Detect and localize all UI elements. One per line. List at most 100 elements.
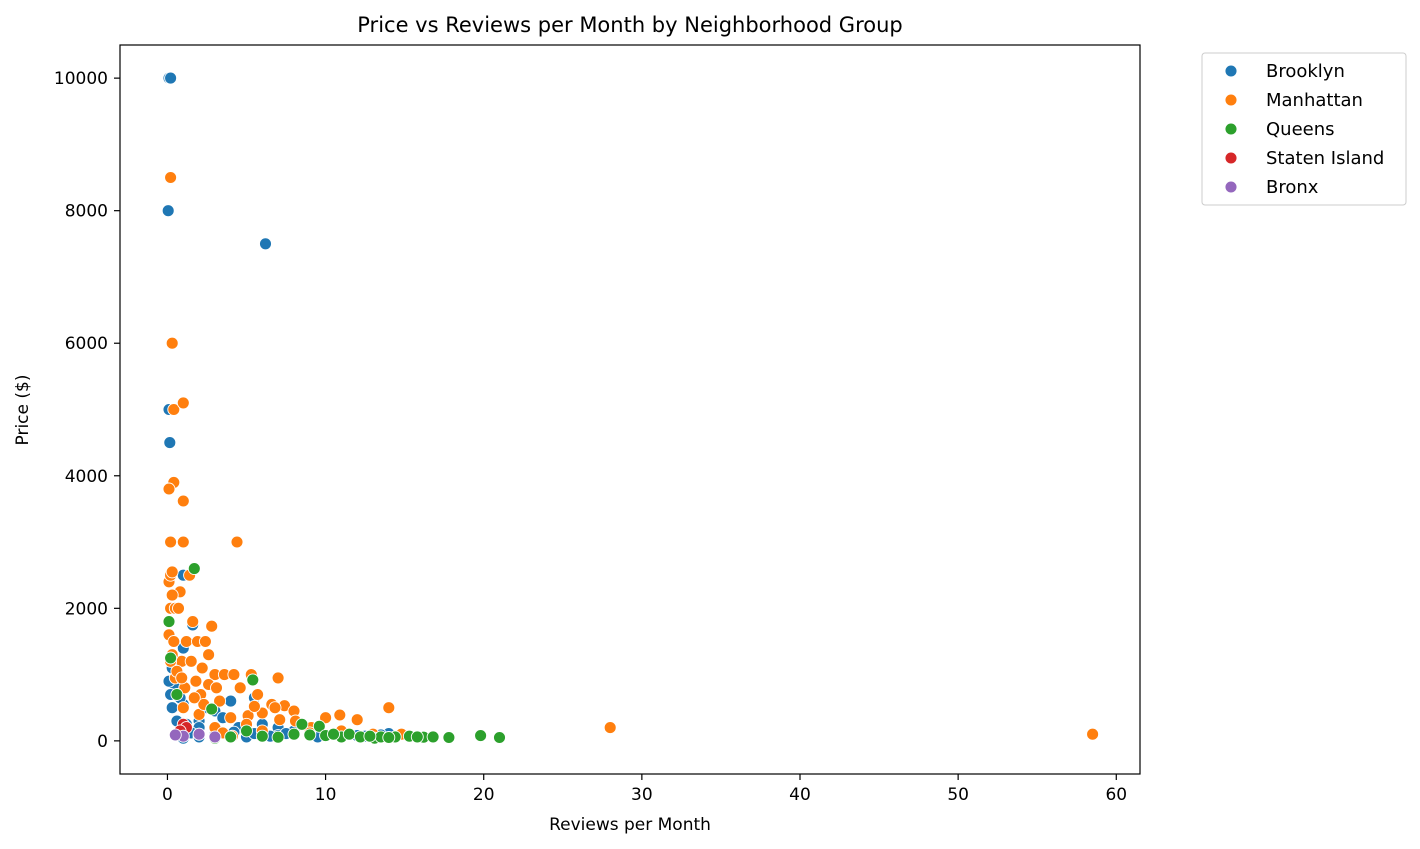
data-point-manhattan <box>247 699 261 713</box>
plot-points <box>161 71 1100 745</box>
data-point-manhattan <box>162 482 176 496</box>
y-axis-label: Price ($) <box>13 375 33 446</box>
y-tick-label: 4000 <box>65 467 108 487</box>
data-point-bronx <box>208 730 222 744</box>
data-point-manhattan <box>167 403 181 416</box>
data-point-manhattan <box>1086 727 1100 741</box>
data-point-manhattan <box>213 694 227 708</box>
legend-entry-label: Brooklyn <box>1266 61 1345 82</box>
data-point-manhattan <box>202 648 216 662</box>
data-point-manhattan <box>273 713 287 727</box>
data-point-manhattan <box>224 711 238 725</box>
x-axis: 0 10 20 30 40 50 60 <box>162 774 1127 805</box>
legend-marker <box>1224 64 1238 78</box>
data-point-manhattan <box>187 691 201 705</box>
data-point-manhattan <box>271 671 285 685</box>
legend-entry-label: Manhattan <box>1266 90 1363 111</box>
data-point-queens <box>474 729 488 743</box>
legend: Brooklyn Manhattan Queens Staten Island Bron… <box>1201 52 1407 206</box>
data-point-manhattan <box>165 588 179 602</box>
data-point-manhattan <box>164 535 178 549</box>
data-point-bronx <box>192 727 206 741</box>
x-axis-label: Reviews per Month <box>549 815 711 835</box>
x-tick-label: 40 <box>789 785 811 805</box>
data-point-queens <box>287 727 301 741</box>
data-point-brooklyn <box>163 436 177 450</box>
data-point-queens <box>303 728 317 742</box>
data-point-manhattan <box>333 708 347 722</box>
data-point-queens <box>255 729 269 743</box>
x-tick-label: 60 <box>1105 785 1127 805</box>
data-point-manhattan <box>172 601 185 615</box>
data-point-manhattan <box>251 688 265 701</box>
data-point-manhattan <box>195 661 209 675</box>
data-point-brooklyn <box>259 237 272 251</box>
data-point-manhattan <box>227 668 241 682</box>
data-point-manhattan <box>210 681 223 695</box>
data-point-queens <box>426 730 440 744</box>
plot-frame <box>119 44 1141 775</box>
x-tick-label: 10 <box>315 785 337 805</box>
data-point-queens <box>246 673 260 687</box>
data-point-manhattan <box>603 721 617 735</box>
y-tick-label: 2000 <box>65 599 108 619</box>
data-point-manhattan <box>164 171 178 184</box>
data-point-queens <box>170 688 184 701</box>
data-point-manhattan <box>198 635 212 648</box>
data-point-queens <box>162 615 176 629</box>
data-point-queens <box>342 727 356 741</box>
data-point-queens <box>493 731 506 744</box>
legend-entry-label: Staten Island <box>1266 148 1384 169</box>
data-point-manhattan <box>165 565 179 579</box>
data-point-queens <box>224 730 238 744</box>
y-tick-label: 8000 <box>65 202 108 222</box>
data-point-queens <box>442 731 456 744</box>
data-point-queens <box>205 702 219 716</box>
data-point-queens <box>164 651 178 665</box>
x-tick-label: 30 <box>631 785 653 805</box>
data-point-manhattan <box>189 674 203 688</box>
data-point-manhattan <box>179 635 193 648</box>
data-point-queens <box>327 727 340 741</box>
data-point-brooklyn <box>224 694 238 708</box>
data-point-queens <box>410 730 424 744</box>
y-tick-label: 6000 <box>65 334 108 354</box>
legend-marker <box>1224 151 1238 165</box>
data-point-manhattan <box>184 654 198 668</box>
data-point-manhattan <box>167 635 181 648</box>
data-point-bronx <box>168 728 182 742</box>
data-point-manhattan <box>230 535 244 549</box>
y-tick-label: 10000 <box>54 69 108 89</box>
data-point-queens <box>271 730 285 744</box>
data-point-manhattan <box>382 701 396 715</box>
data-point-manhattan <box>176 535 190 549</box>
data-point-brooklyn <box>164 71 178 85</box>
data-point-manhattan <box>165 336 179 350</box>
data-point-manhattan <box>175 671 189 685</box>
x-tick-label: 50 <box>947 785 969 805</box>
data-point-manhattan <box>176 701 190 715</box>
data-point-queens <box>363 729 377 743</box>
legend-entry-label: Bronx <box>1266 177 1319 198</box>
data-point-brooklyn <box>165 701 179 715</box>
y-tick-label: 0 <box>97 732 108 752</box>
data-point-manhattan <box>176 396 190 410</box>
legend-marker <box>1224 93 1238 107</box>
y-axis: 0 2000 4000 6000 8000 10000 <box>54 69 120 752</box>
data-point-queens <box>187 562 201 576</box>
data-point-queens <box>295 717 309 731</box>
data-point-manhattan <box>233 681 247 695</box>
legend-frame <box>1201 52 1407 206</box>
data-point-brooklyn <box>161 204 175 218</box>
x-tick-label: 20 <box>473 785 495 805</box>
legend-marker <box>1224 180 1238 194</box>
data-point-queens <box>240 724 253 738</box>
legend-entry-label: Queens <box>1266 119 1335 140</box>
data-point-manhattan <box>350 713 364 727</box>
data-point-queens <box>312 719 326 733</box>
chart-title: Price vs Reviews per Month by Neighborho… <box>357 13 902 37</box>
x-tick-label: 0 <box>162 785 173 805</box>
data-point-manhattan <box>319 711 333 725</box>
data-point-manhattan <box>176 494 190 508</box>
